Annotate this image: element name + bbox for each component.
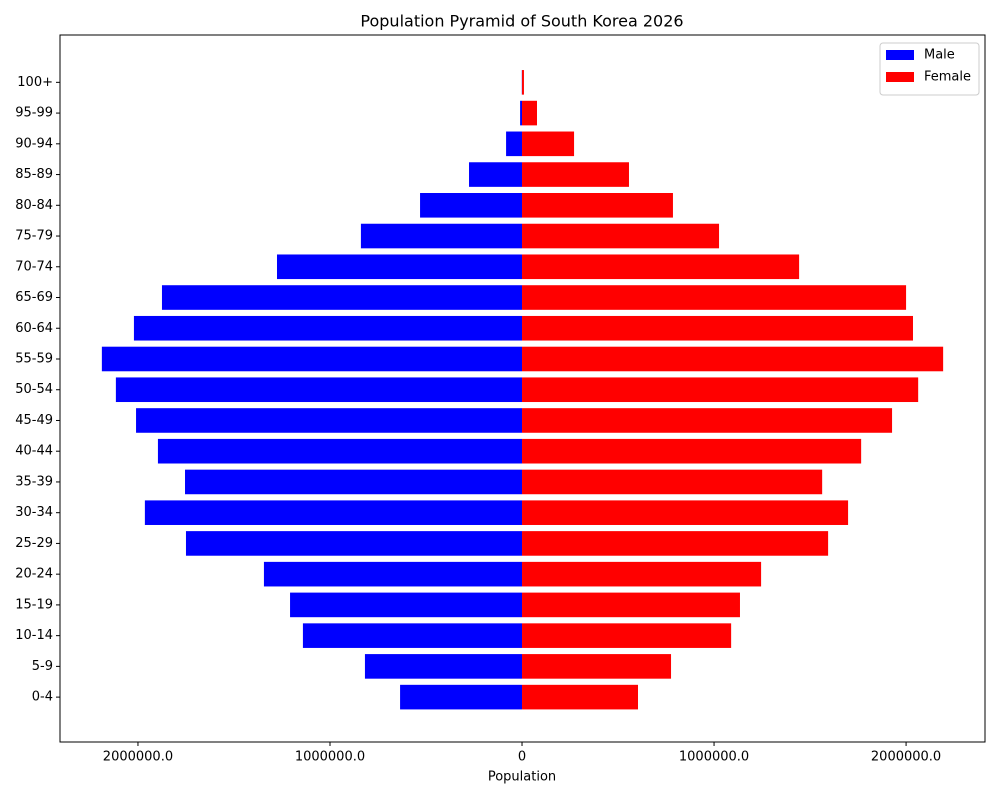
- y-tick-label: 70-74: [15, 259, 53, 274]
- legend-label: Male: [924, 48, 955, 63]
- bar: [522, 223, 720, 249]
- y-tick-label: 20-24: [15, 567, 53, 582]
- bar: [522, 285, 907, 310]
- bar: [522, 254, 800, 280]
- bar: [161, 285, 523, 310]
- y-tick-label: 40-44: [15, 444, 53, 459]
- bar: [185, 531, 523, 556]
- bar: [522, 100, 537, 126]
- x-tick-label: 2000000.0: [103, 750, 173, 765]
- bar: [157, 438, 523, 464]
- bar: [522, 377, 919, 403]
- legend-swatch: [886, 50, 914, 60]
- y-tick-label: 65-69: [15, 290, 53, 305]
- bar: [522, 561, 762, 587]
- y-tick-label: 10-14: [15, 628, 53, 643]
- y-tick-label: 60-64: [15, 321, 53, 336]
- bar: [506, 131, 523, 157]
- y-tick-label: 85-89: [15, 167, 53, 182]
- bar: [522, 654, 672, 679]
- y-tick-label: 35-39: [15, 474, 53, 489]
- legend-swatch: [886, 72, 914, 82]
- x-tick-label: 0: [518, 750, 526, 765]
- bar: [101, 346, 523, 372]
- x-tick-label: 2000000.0: [871, 750, 941, 765]
- bar: [115, 377, 523, 403]
- bar: [522, 438, 862, 464]
- bar: [520, 100, 523, 126]
- plot-frame: [59, 34, 986, 743]
- bar: [522, 162, 629, 187]
- bar: [522, 684, 639, 710]
- bar: [136, 408, 523, 433]
- bar: [185, 469, 523, 495]
- y-tick-label: 75-79: [15, 229, 53, 244]
- bar: [522, 531, 829, 556]
- y-tick-label: 25-29: [15, 536, 53, 551]
- y-tick-label: 55-59: [15, 351, 53, 366]
- bar: [522, 131, 575, 157]
- bar: [360, 223, 523, 249]
- y-tick-label: 95-99: [15, 106, 53, 121]
- bar: [522, 70, 524, 95]
- legend-label: Female: [924, 70, 971, 85]
- bar: [276, 254, 523, 280]
- bar: [364, 654, 523, 679]
- bar: [522, 315, 913, 341]
- y-tick-label: 45-49: [15, 413, 53, 428]
- bar: [522, 192, 673, 218]
- bar: [420, 192, 523, 218]
- y-tick-label: 50-54: [15, 382, 53, 397]
- x-tick-label: 1000000.0: [679, 750, 749, 765]
- y-tick-label: 100+: [17, 75, 53, 90]
- bar: [522, 500, 849, 525]
- bar: [522, 469, 823, 495]
- x-tick-label: 1000000.0: [295, 750, 365, 765]
- chart-title: Population Pyramid of South Korea 2026: [360, 12, 683, 31]
- bar: [400, 684, 523, 710]
- y-tick-label: 15-19: [15, 597, 53, 612]
- y-tick-label: 80-84: [15, 198, 53, 213]
- bar: [144, 500, 523, 525]
- x-axis-label: Population: [488, 770, 556, 785]
- bar: [302, 623, 523, 648]
- bar: [290, 592, 523, 618]
- bar: [522, 346, 944, 372]
- y-tick-label: 5-9: [32, 659, 53, 674]
- bar: [522, 592, 740, 618]
- y-tick-label: 30-34: [15, 505, 53, 520]
- bar: [469, 162, 523, 187]
- bar: [133, 315, 523, 341]
- y-tick-label: 90-94: [15, 136, 53, 151]
- bar: [522, 408, 893, 433]
- bar: [263, 561, 523, 587]
- y-tick-label: 0-4: [32, 690, 53, 705]
- bar: [522, 623, 732, 648]
